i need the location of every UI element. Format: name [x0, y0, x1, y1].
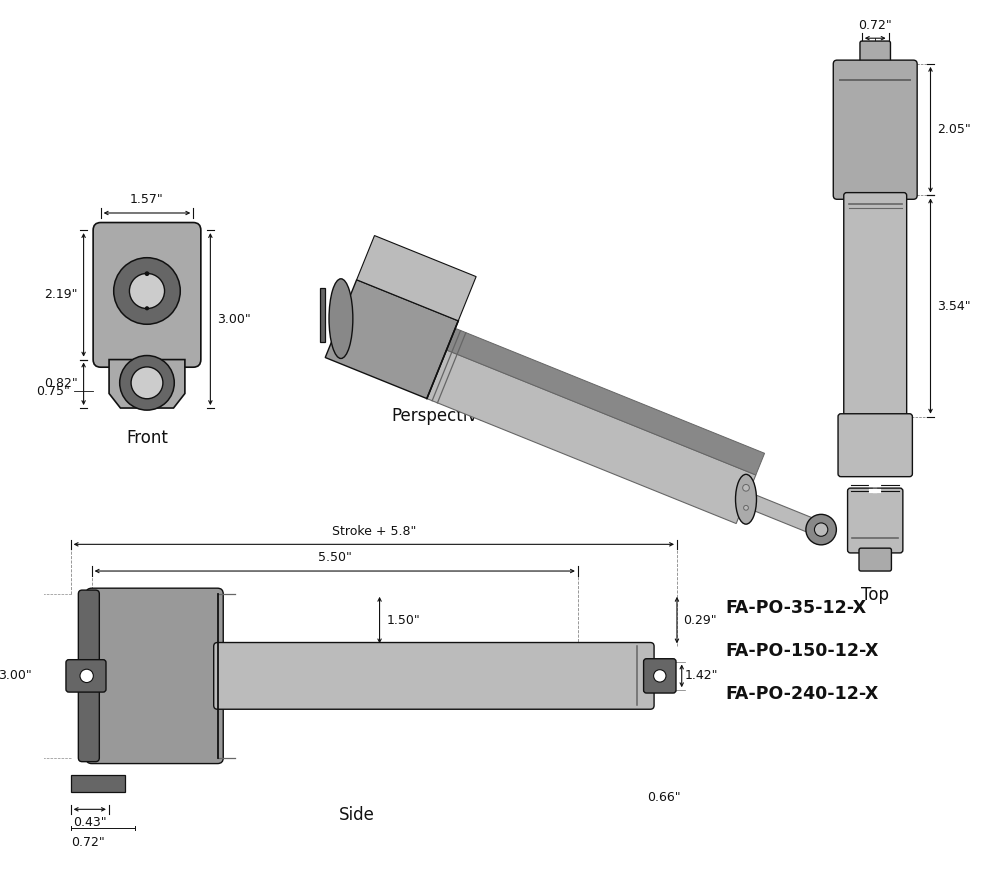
FancyBboxPatch shape: [644, 659, 676, 693]
FancyBboxPatch shape: [838, 414, 912, 477]
Text: 3.54": 3.54": [937, 299, 971, 312]
Circle shape: [114, 258, 180, 325]
FancyBboxPatch shape: [66, 660, 106, 692]
Text: FA-PO-240-12-X: FA-PO-240-12-X: [726, 685, 879, 703]
Polygon shape: [325, 280, 458, 399]
Circle shape: [145, 271, 149, 276]
Text: 3.00": 3.00": [0, 669, 32, 682]
Polygon shape: [71, 775, 125, 792]
Circle shape: [806, 514, 836, 545]
Text: 0.66": 0.66": [647, 791, 680, 804]
Text: FA-PO-35-12-X: FA-PO-35-12-X: [726, 599, 867, 617]
Circle shape: [654, 669, 666, 682]
Text: Perspective: Perspective: [391, 407, 488, 425]
Circle shape: [80, 669, 93, 682]
Polygon shape: [743, 492, 824, 536]
Text: 0.82": 0.82": [44, 377, 78, 390]
Polygon shape: [320, 288, 325, 342]
FancyBboxPatch shape: [214, 642, 654, 710]
FancyBboxPatch shape: [848, 488, 903, 553]
Text: 0.29": 0.29": [683, 613, 716, 626]
Text: 0.43": 0.43": [73, 816, 107, 829]
Text: 1.57": 1.57": [130, 193, 164, 206]
FancyBboxPatch shape: [860, 41, 890, 66]
Circle shape: [744, 506, 748, 510]
Text: 0.72": 0.72": [858, 18, 892, 31]
Text: 2.05": 2.05": [937, 123, 971, 136]
FancyBboxPatch shape: [833, 60, 917, 200]
Polygon shape: [447, 328, 765, 475]
Text: 1.50": 1.50": [386, 613, 420, 626]
FancyBboxPatch shape: [844, 192, 907, 419]
Text: Front: Front: [126, 429, 168, 447]
Ellipse shape: [736, 474, 756, 524]
Text: 2.19": 2.19": [44, 289, 78, 301]
Circle shape: [145, 306, 149, 311]
Text: Side: Side: [339, 806, 375, 823]
FancyBboxPatch shape: [859, 548, 891, 571]
FancyBboxPatch shape: [78, 590, 99, 761]
Text: 0.72": 0.72": [71, 836, 104, 849]
Circle shape: [131, 367, 163, 399]
Text: 5.50": 5.50": [318, 551, 352, 564]
Text: Stroke + 5.8": Stroke + 5.8": [332, 525, 416, 537]
Circle shape: [814, 523, 828, 536]
FancyBboxPatch shape: [86, 588, 223, 764]
Text: 1.42": 1.42": [685, 669, 718, 682]
Circle shape: [743, 485, 749, 491]
Polygon shape: [427, 350, 756, 523]
Text: 0.75": 0.75": [36, 385, 70, 397]
Text: FA-PO-150-12-X: FA-PO-150-12-X: [726, 642, 879, 660]
FancyBboxPatch shape: [93, 222, 201, 368]
Ellipse shape: [329, 279, 353, 359]
Text: Top: Top: [861, 586, 889, 605]
Polygon shape: [109, 360, 185, 408]
Polygon shape: [357, 235, 476, 321]
Text: 3.00": 3.00": [217, 312, 251, 326]
Circle shape: [120, 355, 174, 410]
Circle shape: [129, 273, 165, 309]
